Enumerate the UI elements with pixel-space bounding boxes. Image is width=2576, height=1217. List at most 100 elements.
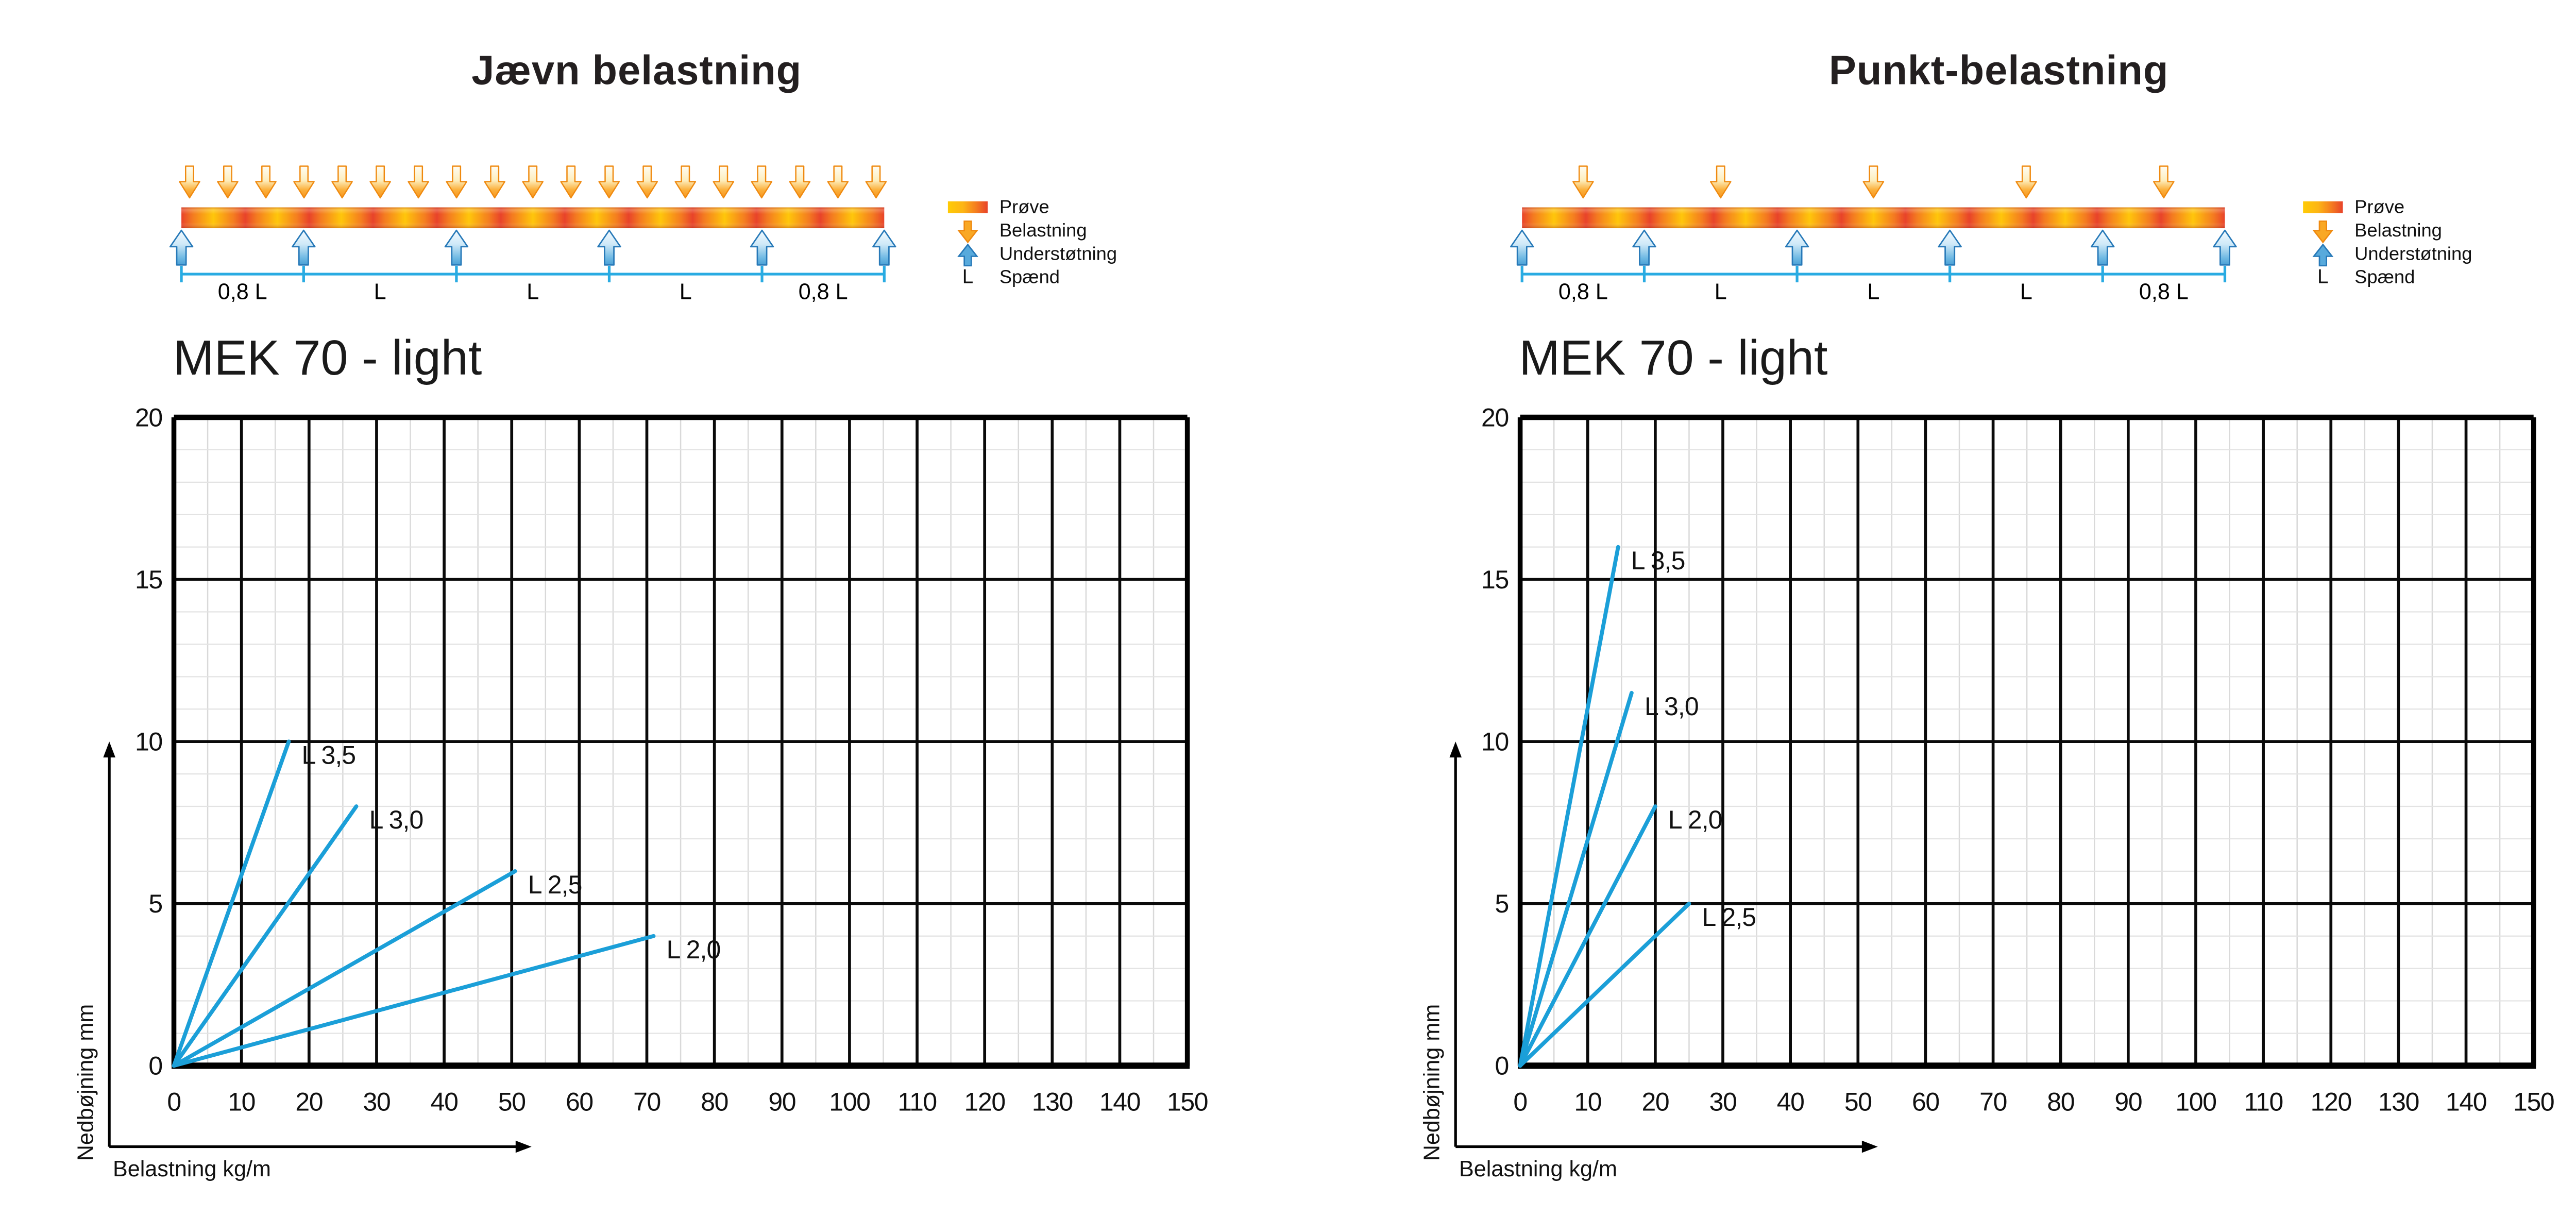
x-tick-label-30: 30 <box>1709 1088 1737 1117</box>
beam-sample-shading <box>1522 207 2225 228</box>
load-arrow-icon <box>865 165 887 199</box>
x-tick-label-140: 140 <box>2446 1088 2486 1117</box>
deflection-chart-uniform: L 3,5L 3,0L 2,5L 2,00 10 20 30 40 50 60 70 80 90 1… <box>73 403 1208 1181</box>
load-arrow-icon <box>2015 165 2037 199</box>
y-tick-label-20: 20 <box>135 403 162 432</box>
load-arrow-icon <box>522 165 544 199</box>
legend-icon-cell <box>945 219 990 243</box>
support-arrow-icon <box>750 229 774 266</box>
support-arrow-icon <box>597 229 621 266</box>
y-tick-label-10: 10 <box>135 727 162 756</box>
legend-icon-cell: L <box>945 265 990 289</box>
load-arrow-icon <box>369 165 391 199</box>
legend-item-prøve: Prøve <box>945 197 1203 220</box>
support-arrow-icon <box>1632 229 1656 266</box>
support-arrow-icon <box>169 229 194 266</box>
series-label-2: L 2,5 <box>528 870 582 899</box>
span-symbol: L <box>2317 265 2329 289</box>
panel-title-uniform-load: Jævn belastning <box>471 46 802 94</box>
x-tick-label-70: 70 <box>1979 1088 2007 1117</box>
beam-sample-shading <box>181 207 885 228</box>
legend-item-prøve: Prøve <box>2301 197 2558 220</box>
load-arrow-icon <box>957 219 978 243</box>
span-label: 0,8 L <box>1558 280 1608 305</box>
span-label: L <box>374 280 386 305</box>
x-tick-label-50: 50 <box>498 1088 526 1117</box>
legend-icon-cell <box>2301 242 2345 265</box>
y-tick-label-10: 10 <box>1481 727 1509 756</box>
span-label: L <box>2020 280 2032 305</box>
series-line-0 <box>172 739 291 1068</box>
x-tick-label-10: 10 <box>1574 1088 1601 1117</box>
x-tick-label-90: 90 <box>2114 1088 2142 1117</box>
load-arrow-icon <box>179 165 200 199</box>
x-tick-label-100: 100 <box>2175 1088 2216 1117</box>
span-label: 0,8 L <box>2139 280 2189 305</box>
support-arrow-icon <box>1938 229 1962 266</box>
load-arrow-icon <box>217 165 239 199</box>
y-axis-label: Nedbøjning mm <box>73 1004 98 1161</box>
support-arrow-icon <box>957 242 978 265</box>
x-tick-label-90: 90 <box>768 1088 795 1117</box>
x-tick-label-60: 60 <box>1912 1088 1939 1117</box>
legend-label: Spænd <box>999 266 1060 288</box>
x-tick-label-70: 70 <box>633 1088 660 1117</box>
legend-item-understøtning: Understøtning <box>2301 242 2558 266</box>
x-tick-label-50: 50 <box>1844 1088 1872 1117</box>
beam-swatch-icon <box>2303 202 2343 214</box>
x-tick-label-80: 80 <box>2047 1088 2074 1117</box>
x-tick-label-80: 80 <box>701 1088 728 1117</box>
x-axis-arrow-head-icon <box>1861 1140 1878 1153</box>
y-tick-label-0: 0 <box>148 1052 162 1080</box>
x-tick-label-20: 20 <box>1641 1088 1669 1117</box>
deflection-chart-point: L 3,5L 3,0L 2,0L 2,50 10 20 30 40 50 60 70 80 90 1… <box>1419 403 2554 1181</box>
load-arrow-icon <box>674 165 697 199</box>
product-heading-left: MEK 70 - light <box>173 332 482 386</box>
legend-icon-cell: L <box>2301 265 2345 289</box>
series-label-0: L 3,5 <box>301 740 355 769</box>
series-label-3: L 2,0 <box>667 935 721 964</box>
y-tick-label-15: 15 <box>1481 565 1509 594</box>
support-arrow-icon <box>1785 229 1809 266</box>
series-line-2 <box>1518 804 1657 1068</box>
support-arrow-icon <box>2091 229 2115 266</box>
load-arrow-icon <box>827 165 849 199</box>
x-tick-label-40: 40 <box>1777 1088 1804 1117</box>
y-axis-label: Nedbøjning mm <box>1419 1004 1444 1161</box>
legend-item-understøtning: Understøtning <box>945 242 1203 266</box>
x-tick-label-0: 0 <box>167 1088 180 1117</box>
support-arrow-icon <box>872 229 896 266</box>
series-line-3 <box>1518 901 1691 1068</box>
legend-item-belastning: Belastning <box>945 219 1203 243</box>
legend-item-spænd: L Spænd <box>2301 265 2558 289</box>
load-arrow-icon <box>598 165 620 199</box>
load-arrow-icon <box>713 165 735 199</box>
x-axis-label: Belastning kg/m <box>1459 1157 1617 1181</box>
span-label: L <box>1867 280 1879 305</box>
y-axis-arrow-head-icon <box>103 741 115 758</box>
legend-item-spænd: L Spænd <box>945 265 1203 289</box>
x-tick-label-120: 120 <box>2311 1088 2351 1117</box>
legend-icon-cell <box>945 202 990 214</box>
load-arrow-icon-shape <box>957 219 978 243</box>
legend-label: Spænd <box>2354 266 2415 288</box>
legend-item-belastning: Belastning <box>2301 219 2558 243</box>
support-arrow-icon <box>2312 242 2334 265</box>
load-arrow-icon <box>293 165 315 199</box>
legend-label: Prøve <box>999 197 1049 219</box>
series-line-1 <box>172 804 359 1068</box>
x-tick-label-100: 100 <box>829 1088 870 1117</box>
y-tick-label-15: 15 <box>135 565 162 594</box>
series-label-1: L 3,0 <box>369 805 423 834</box>
x-axis-label: Belastning kg/m <box>113 1157 271 1181</box>
load-arrow-icon <box>2153 165 2175 199</box>
x-tick-label-130: 130 <box>1032 1088 1073 1117</box>
series-label-3: L 2,5 <box>1702 903 1756 932</box>
x-tick-label-140: 140 <box>1099 1088 1140 1117</box>
legend-label: Belastning <box>2354 220 2442 242</box>
legend-label: Understøtning <box>2354 243 2472 265</box>
legend-right: Prøve Belastning Understøtning L Spænd <box>2301 197 2558 289</box>
support-arrow-icon-shape <box>957 242 978 265</box>
